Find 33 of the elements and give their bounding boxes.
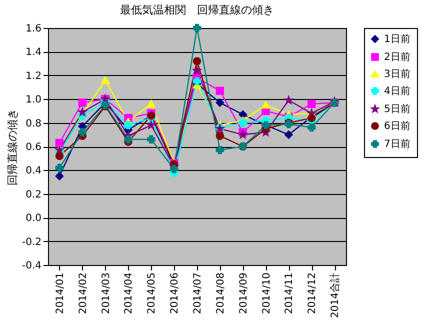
legend-label: 1日前 — [384, 33, 410, 45]
legend-label: 6日前 — [384, 120, 410, 132]
y-tick-label: 0.0 — [26, 213, 42, 224]
legend-label: 4日前 — [384, 85, 410, 97]
x-tick-label: 2014/02 — [78, 272, 89, 314]
y-tick-label: 0.8 — [26, 118, 42, 130]
legend-label: 7日前 — [384, 138, 410, 150]
legend-label: 3日前 — [384, 68, 410, 80]
x-tick-label: 2014/07 — [192, 272, 204, 314]
x-tick-label: 2014合計 — [329, 272, 342, 318]
y-tick-label: 1.4 — [26, 47, 42, 58]
legend-label: 2日前 — [384, 51, 410, 63]
y-tick-label: 1.2 — [26, 70, 42, 82]
y-axis-title: 回帰直線の傾き — [6, 108, 19, 186]
x-tick-label: 2014/05 — [146, 272, 158, 314]
x-tick-label: 2014/12 — [307, 272, 318, 314]
x-tick-label: 2014/08 — [215, 272, 226, 314]
x-tick-label: 2014/01 — [54, 272, 66, 314]
x-tick-label: 2014/09 — [238, 272, 250, 314]
y-tick-label: 1.6 — [26, 24, 42, 34]
x-tick-label: 2014/04 — [124, 272, 135, 314]
legend-label: 5日前 — [384, 103, 410, 115]
y-tick-label: -0.2 — [22, 236, 42, 248]
y-tick-label: 0.4 — [26, 166, 42, 177]
y-tick-label: 0.6 — [26, 142, 42, 153]
x-tick-label: 2014/03 — [100, 272, 112, 314]
x-tick-label: 2014/10 — [261, 272, 272, 314]
chart-title: 最低気温相関 回帰直線の傾き — [120, 4, 274, 17]
y-tick-label: 0.2 — [26, 189, 42, 200]
x-tick-label: 2014/11 — [284, 272, 296, 314]
y-tick-label: 1.0 — [26, 94, 42, 106]
y-tick-label: -0.4 — [22, 260, 42, 272]
x-tick-label: 2014/06 — [170, 272, 181, 314]
